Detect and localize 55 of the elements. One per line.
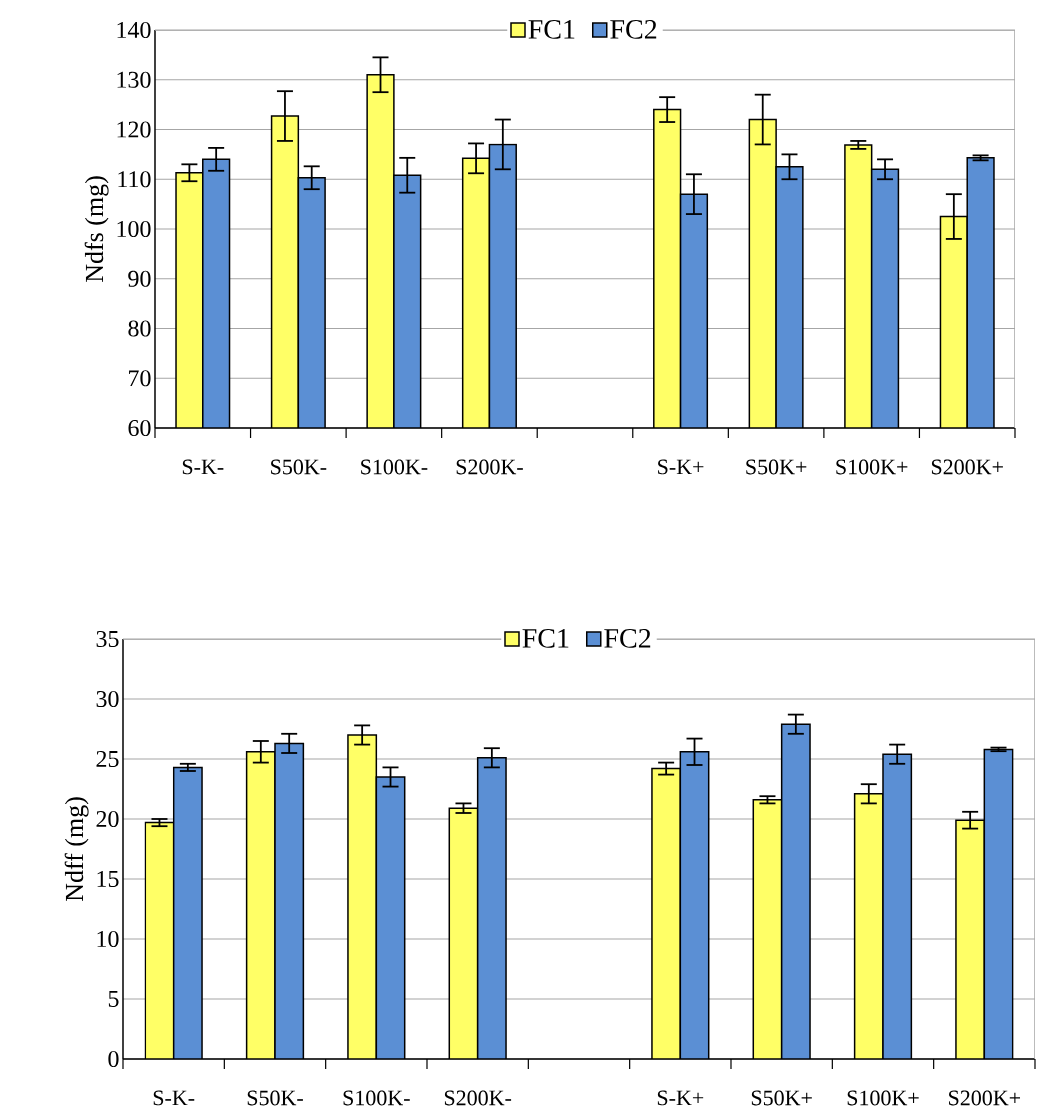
x-tick-label: S200K+ [949, 1090, 1021, 1106]
y-tick-label: 130 [117, 71, 151, 88]
y-tick-label: 120 [117, 121, 151, 138]
y-tick-label: 70 [129, 370, 151, 387]
bar [983, 748, 1014, 1059]
x-tick-label: S100K+ [836, 459, 908, 475]
y-tick-label: 0 [108, 1050, 119, 1068]
y-tick-label: 60 [128, 419, 151, 437]
bar [376, 776, 405, 1059]
x-tick-label: S-K+ [657, 1090, 704, 1106]
bar [955, 819, 986, 1059]
y-tick-label: 10 [97, 930, 119, 948]
y-tick-label: 30 [96, 690, 119, 708]
x-tick-label: S100K+ [847, 1090, 919, 1106]
legend-label: FC1 [528, 19, 575, 39]
legend-label: FC1 [522, 628, 569, 648]
y-axis-title: Ndfs (mg) [84, 176, 109, 283]
bar [145, 822, 174, 1059]
bar [173, 767, 203, 1059]
y-tick-label: 25 [96, 750, 119, 768]
x-tick-label: S100K- [343, 1090, 410, 1106]
legend-label: FC2 [610, 19, 657, 39]
bar [275, 743, 304, 1059]
bar [781, 724, 811, 1059]
x-tick-label: S50K+ [746, 459, 807, 475]
y-tick-label: 35 [96, 630, 119, 648]
bar [347, 735, 377, 1059]
bar [449, 808, 478, 1059]
x-tick-label: S-K- [182, 459, 224, 475]
x-tick-label: S50K- [271, 459, 327, 475]
y-tick-label: 90 [128, 270, 151, 287]
y-tick-label: 110 [118, 171, 151, 188]
y-tick-label: 20 [96, 810, 119, 828]
bar [680, 751, 709, 1059]
x-tick-label: S50K+ [751, 1090, 812, 1106]
x-tick-label: S50K- [247, 1090, 303, 1106]
y-axis-title: Ndff (mg) [64, 797, 89, 902]
bar [854, 793, 883, 1059]
legend-label: FC2 [604, 628, 651, 648]
y-tick-label: 5 [108, 991, 119, 1007]
x-tick-label: S100K- [361, 459, 428, 475]
bar [477, 757, 507, 1059]
y-tick-label: 80 [128, 320, 151, 337]
bar [246, 751, 275, 1059]
x-tick-label: S200K+ [931, 459, 1003, 475]
x-tick-label: S200K- [444, 1090, 512, 1106]
y-tick-label: 15 [97, 870, 119, 888]
x-tick-label: S200K- [456, 459, 523, 475]
bar [651, 768, 681, 1059]
bar [753, 799, 782, 1059]
y-tick-label: 100 [117, 220, 151, 238]
x-tick-label: S-K+ [658, 459, 704, 475]
y-tick-label: 140 [117, 21, 151, 39]
x-tick-label: S-K- [153, 1090, 195, 1106]
bar [882, 754, 912, 1059]
